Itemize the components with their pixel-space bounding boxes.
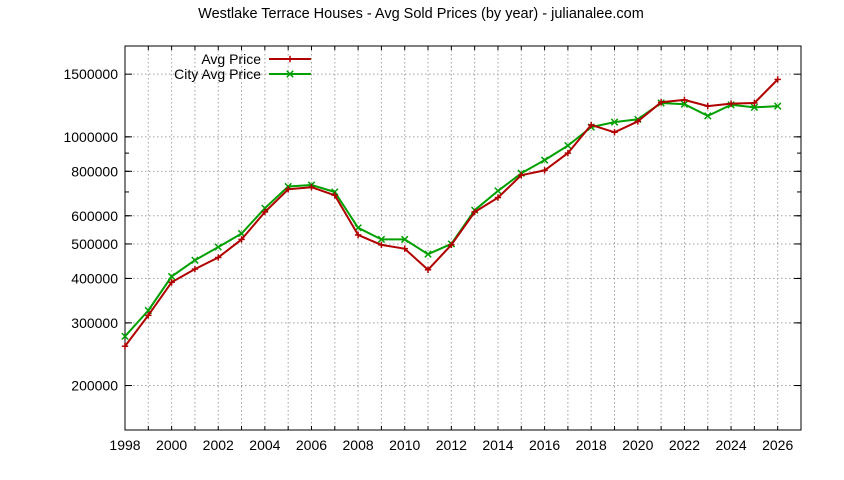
- x-tick-label: 2026: [762, 437, 793, 453]
- data-point: [494, 187, 502, 195]
- legend-label: Avg Price: [201, 51, 261, 67]
- data-point: [377, 235, 386, 244]
- data-point: [564, 141, 572, 150]
- x-tick-label: 1998: [109, 437, 140, 453]
- x-tick-label: 2024: [715, 437, 746, 453]
- data-point: [588, 121, 595, 129]
- data-point: [448, 241, 455, 249]
- data-point: [331, 192, 338, 199]
- data-point: [308, 183, 315, 191]
- legend-marker: [286, 70, 294, 78]
- data-point: [727, 100, 735, 107]
- legend-label: City Avg Price: [174, 66, 261, 82]
- x-tick-label: 2004: [249, 437, 280, 453]
- legend-marker: [286, 55, 294, 63]
- data-point: [121, 332, 129, 341]
- data-point: [774, 76, 781, 83]
- x-tick-label: 2016: [529, 437, 560, 453]
- data-point: [401, 245, 408, 252]
- data-point: [261, 208, 269, 216]
- data-series: [121, 76, 782, 350]
- data-point: [354, 231, 362, 239]
- y-tick-label: 200000: [71, 378, 118, 394]
- x-tick-label: 2008: [343, 437, 374, 453]
- y-tick-label: 600000: [71, 208, 118, 224]
- data-point: [751, 99, 758, 107]
- data-point: [145, 312, 152, 319]
- data-point: [704, 112, 712, 120]
- data-point: [541, 167, 548, 174]
- data-point: [564, 149, 572, 157]
- data-point: [214, 243, 222, 251]
- data-point: [215, 254, 222, 261]
- data-point: [378, 241, 385, 249]
- x-tick-label: 2014: [482, 437, 513, 453]
- data-point: [634, 118, 642, 125]
- data-point: [773, 102, 782, 110]
- chart-title: Westlake Terrace Houses - Avg Sold Price…: [198, 6, 644, 22]
- x-tick-label: 2006: [296, 437, 327, 453]
- data-point: [167, 272, 176, 281]
- data-point: [400, 235, 409, 244]
- grid-lines: [125, 46, 801, 430]
- y-tick-label: 300000: [71, 315, 118, 331]
- y-tick-label: 1000000: [63, 129, 118, 145]
- x-tick-label: 2002: [203, 437, 234, 453]
- data-point: [238, 236, 245, 243]
- x-tick-label: 2012: [436, 437, 467, 453]
- x-tick-label: 2022: [669, 437, 700, 453]
- data-point: [540, 156, 549, 164]
- data-point: [191, 256, 199, 264]
- data-point: [704, 102, 711, 110]
- data-point: [424, 250, 432, 258]
- series-line-1: [124, 102, 778, 337]
- x-tick-label: 2020: [622, 437, 653, 453]
- data-point: [424, 266, 432, 273]
- data-point: [284, 186, 292, 193]
- y-tick-label: 400000: [71, 270, 118, 286]
- data-point: [471, 208, 478, 216]
- data-point: [681, 96, 688, 104]
- data-point: [611, 129, 618, 136]
- data-point: [657, 99, 665, 106]
- y-tick-label: 1500000: [63, 66, 118, 82]
- data-point: [750, 103, 759, 112]
- x-tick-label: 2018: [576, 437, 607, 453]
- x-tick-label: 2010: [389, 437, 420, 453]
- data-point: [191, 265, 199, 273]
- axes: 1998 2000 2002 2004 2006 2008 2010 2012 2014 2016…: [63, 46, 802, 453]
- data-point: [168, 279, 175, 286]
- data-point: [518, 172, 525, 179]
- data-point: [680, 100, 689, 108]
- data-point: [494, 194, 502, 201]
- y-tick-label: 800000: [71, 163, 118, 179]
- x-tick-label: 2000: [156, 437, 187, 453]
- data-point: [610, 118, 619, 126]
- y-tick-label: 500000: [71, 236, 118, 252]
- data-point: [121, 342, 129, 350]
- plot-frame: [124, 45, 802, 431]
